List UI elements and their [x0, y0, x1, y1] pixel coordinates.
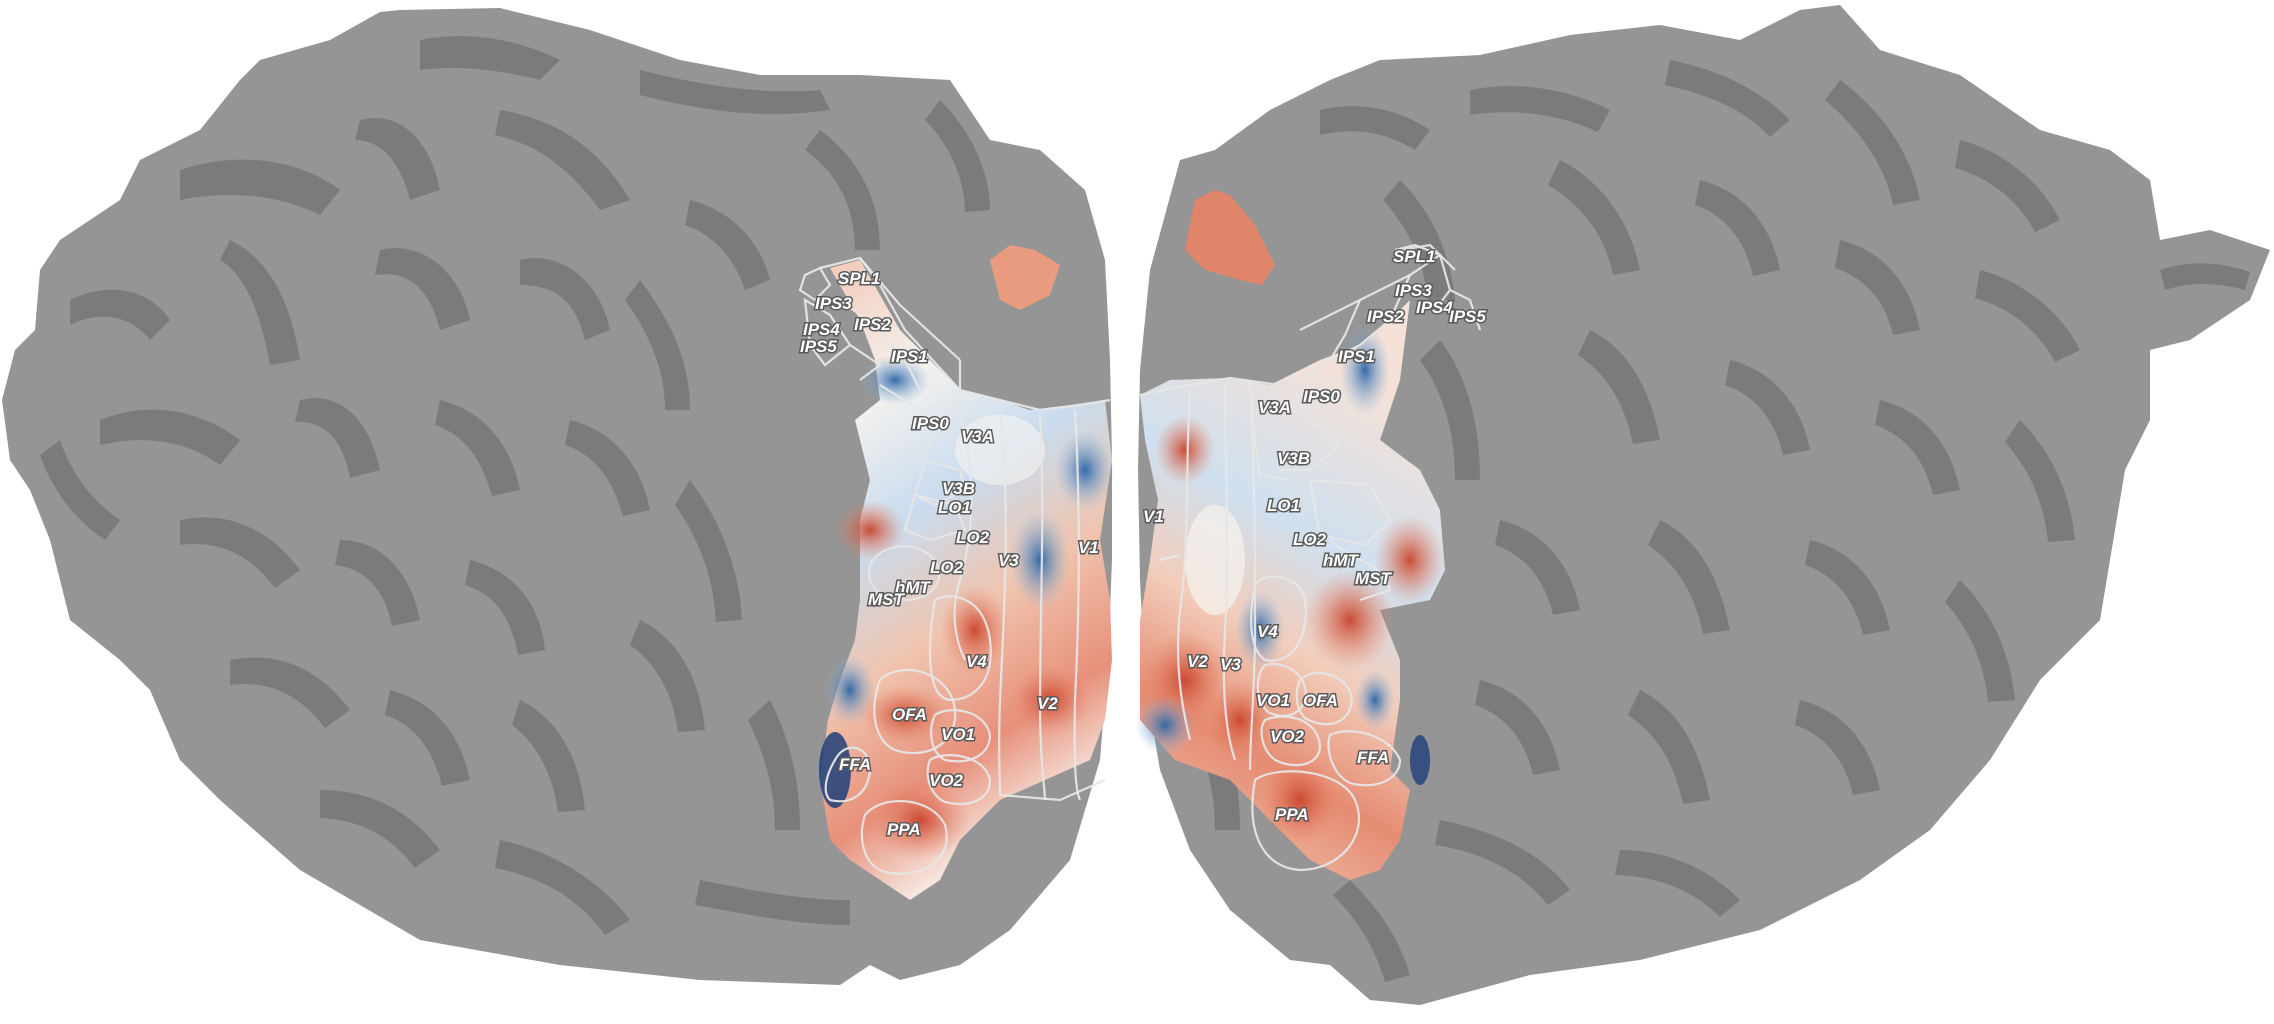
label-right-v3: V3 [1220, 655, 1241, 674]
label-right-ppa: PPA [1275, 805, 1309, 824]
label-right-v3a: V3A [1258, 398, 1291, 417]
left-roi-borders [798, 256, 1111, 875]
label-right-lo2: LO2 [1293, 530, 1327, 549]
label-left-v3a: V3A [961, 427, 994, 446]
label-left-v3b: V3B [942, 479, 975, 498]
label-left-hmt: hMT [895, 578, 932, 597]
label-right-ffa: FFA [1357, 748, 1389, 767]
label-right-ips1: IPS1 [1338, 347, 1375, 366]
label-right-ips2: IPS2 [1367, 307, 1404, 326]
label-right-v4: V4 [1257, 622, 1278, 641]
label-right-v1: V1 [1143, 507, 1164, 526]
label-left-lo2: LO2 [930, 558, 964, 577]
right-roi-labels: SPL1 IPS3 IPS4 IPS5 IPS2 IPS1 IPS0 V3A V… [1142, 246, 1488, 826]
label-right-ips0: IPS0 [1303, 387, 1340, 406]
label-left-lo1: LO1 [938, 498, 971, 517]
label-left-v2: V2 [1037, 694, 1058, 713]
label-left-lo2-upper: LO2 [956, 528, 990, 547]
label-right-ips5: IPS5 [1449, 307, 1486, 326]
label-left-ips1: IPS1 [891, 347, 928, 366]
left-activation-map [819, 245, 1115, 900]
right-roi-borders [1139, 243, 1482, 872]
label-right-lo1: LO1 [1267, 496, 1300, 515]
label-left-mst: MST [868, 590, 906, 609]
label-right-vo1: VO1 [1256, 691, 1290, 710]
label-right-ofa: OFA [1303, 691, 1338, 710]
label-left-ips5: IPS5 [800, 337, 837, 356]
label-right-spl1: SPL1 [1393, 247, 1436, 266]
label-right-v2: V2 [1187, 652, 1208, 671]
label-left-ips4: IPS4 [803, 320, 840, 339]
label-right-ips4: IPS4 [1416, 298, 1453, 317]
right-activation-patch-top [1185, 190, 1275, 285]
label-left-ffa: FFA [839, 755, 871, 774]
label-left-v1: V1 [1078, 538, 1099, 557]
label-right-v3b: V3B [1277, 449, 1310, 468]
label-right-mst: MST [1355, 569, 1393, 588]
label-right-vo2: VO2 [1270, 727, 1305, 746]
label-right-ips3: IPS3 [1395, 281, 1432, 300]
label-left-v3: V3 [998, 551, 1019, 570]
label-left-ips3: IPS3 [815, 294, 852, 313]
label-right-hmt: hMT [1323, 551, 1360, 570]
left-activation-patch-top [990, 245, 1060, 310]
label-left-ips0: IPS0 [912, 414, 949, 433]
label-left-v4: V4 [966, 652, 987, 671]
label-left-spl1: SPL1 [838, 269, 881, 288]
label-left-ofa: OFA [892, 705, 927, 724]
left-roi-labels: SPL1 IPS3 IPS4 IPS5 IPS2 IPS1 IPS0 V3A V… [799, 268, 1101, 841]
left-sulci-pattern [40, 36, 990, 935]
label-left-ips2: IPS2 [854, 315, 891, 334]
label-left-vo1: VO1 [941, 725, 975, 744]
label-left-ppa: PPA [887, 820, 921, 839]
label-left-vo2: VO2 [929, 771, 964, 790]
